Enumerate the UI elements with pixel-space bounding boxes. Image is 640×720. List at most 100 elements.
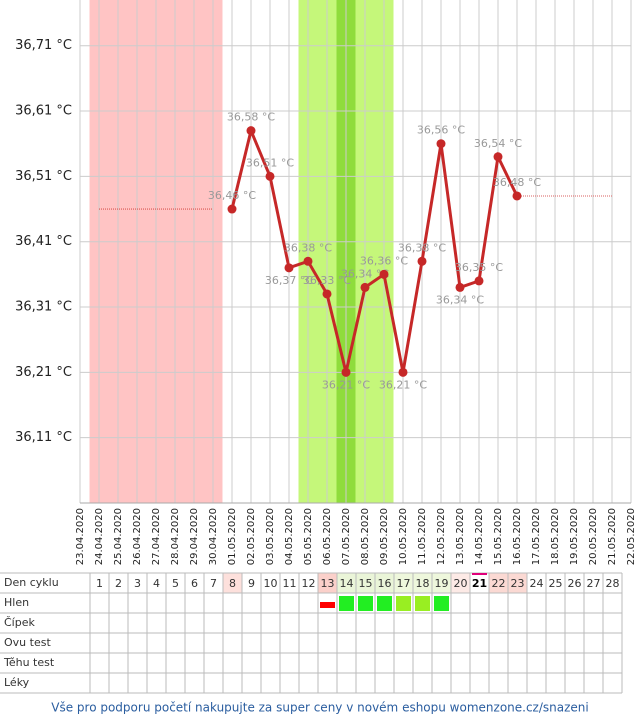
day-shade (451, 573, 470, 593)
day-number: 28 (606, 577, 620, 590)
point-label: 36,34 °C (436, 293, 484, 306)
row-label: Den cyklu (4, 576, 59, 589)
day-number: 21 (472, 577, 487, 590)
day-shade (413, 573, 432, 593)
data-point (246, 126, 256, 136)
point-label: 36,46 °C (208, 189, 256, 202)
day-number: 9 (248, 577, 255, 590)
day-shade (508, 573, 527, 593)
day-shade (432, 573, 451, 593)
point-label: 36,38 °C (398, 241, 446, 254)
point-label: 36,37 °C (265, 274, 313, 287)
day-number: 12 (302, 577, 316, 590)
day-shade (375, 573, 394, 593)
x-tick-label: 13.05.2020 (455, 508, 466, 565)
day-number: 5 (172, 577, 179, 590)
x-tick-label: 16.05.2020 (512, 508, 523, 565)
x-tick-label: 10.05.2020 (398, 508, 409, 565)
day-number: 10 (264, 577, 278, 590)
day-shade (223, 573, 242, 593)
day-number: 26 (568, 577, 582, 590)
day-number: 13 (321, 577, 335, 590)
y-tick-label: 36,41 °C (15, 234, 72, 249)
day-number: 18 (416, 577, 430, 590)
x-tick-label: 07.05.2020 (341, 508, 352, 565)
data-point (341, 367, 351, 377)
x-tick-label: 15.05.2020 (493, 508, 504, 565)
data-point (493, 152, 503, 162)
day-number: 4 (153, 577, 160, 590)
day-shade (394, 573, 413, 593)
data-point (436, 139, 446, 149)
point-label: 36,35 °C (455, 261, 503, 274)
row-label: Čípek (4, 616, 35, 629)
day-shade (356, 573, 375, 593)
x-tick-label: 08.05.2020 (360, 508, 371, 565)
row-label: Hlen (4, 596, 29, 609)
x-tick-label: 18.05.2020 (550, 508, 561, 565)
x-tick-label: 24.04.2020 (94, 508, 105, 565)
y-tick-label: 36,21 °C (15, 365, 72, 380)
data-point (455, 282, 465, 292)
y-tick-label: 36,11 °C (15, 430, 72, 445)
point-label: 36,33 °C (303, 274, 351, 287)
day-number: 15 (359, 577, 373, 590)
mucus-mark (377, 596, 392, 611)
day-number: 6 (191, 577, 198, 590)
point-label: 36,34 °C (341, 267, 389, 280)
day-number: 7 (210, 577, 217, 590)
day-number: 20 (454, 577, 468, 590)
x-tick-label: 30.04.2020 (208, 508, 219, 565)
x-tick-label: 11.05.2020 (417, 508, 428, 565)
point-label: 36,54 °C (474, 137, 522, 150)
mucus-mark (434, 596, 449, 611)
day-number: 19 (435, 577, 449, 590)
point-label: 36,56 °C (417, 124, 465, 137)
current-day-mark (472, 573, 487, 575)
x-tick-label: 04.05.2020 (284, 508, 295, 565)
day-number: 14 (340, 577, 354, 590)
day-number: 17 (397, 577, 411, 590)
data-point (398, 367, 408, 377)
mucus-mark (396, 596, 411, 611)
x-tick-label: 05.05.2020 (303, 508, 314, 565)
x-tick-label: 09.05.2020 (379, 508, 390, 565)
point-label: 36,48 °C (493, 176, 541, 189)
x-tick-label: 12.05.2020 (436, 508, 447, 565)
x-tick-label: 21.05.2020 (607, 508, 618, 565)
x-tick-label: 02.05.2020 (246, 508, 257, 565)
x-tick-label: 14.05.2020 (474, 508, 485, 565)
y-tick-label: 36,51 °C (15, 169, 72, 184)
temperature-line (230, 125, 519, 373)
y-tick-label: 36,61 °C (15, 104, 72, 119)
footer-link[interactable]: Vše pro podporu početí nakupujte za supe… (51, 701, 588, 715)
data-point (322, 289, 332, 299)
day-number: 27 (587, 577, 601, 590)
day-number: 2 (115, 577, 122, 590)
data-point (417, 256, 427, 266)
row-label: Těhu test (3, 656, 55, 669)
day-number: 8 (229, 577, 236, 590)
x-tick-label: 17.05.2020 (531, 508, 542, 565)
data-point (227, 204, 237, 214)
point-label: 36,38 °C (284, 241, 332, 254)
day-number: 3 (134, 577, 141, 590)
day-number: 24 (530, 577, 544, 590)
point-label: 36,21 °C (379, 378, 427, 391)
x-tick-label: 03.05.2020 (265, 508, 276, 565)
day-shade (337, 573, 356, 593)
data-point (284, 263, 294, 273)
mucus-mark (320, 602, 335, 608)
data-point (474, 276, 484, 286)
x-tick-label: 26.04.2020 (132, 508, 143, 565)
y-tick-label: 36,31 °C (15, 300, 72, 315)
data-point (265, 171, 275, 181)
data-point (303, 256, 313, 266)
x-tick-label: 28.04.2020 (170, 508, 181, 565)
row-label: Léky (4, 676, 30, 689)
data-point (379, 269, 389, 279)
point-label: 36,21 °C (322, 378, 370, 391)
mucus-mark (339, 596, 354, 611)
x-tick-label: 19.05.2020 (569, 508, 580, 565)
